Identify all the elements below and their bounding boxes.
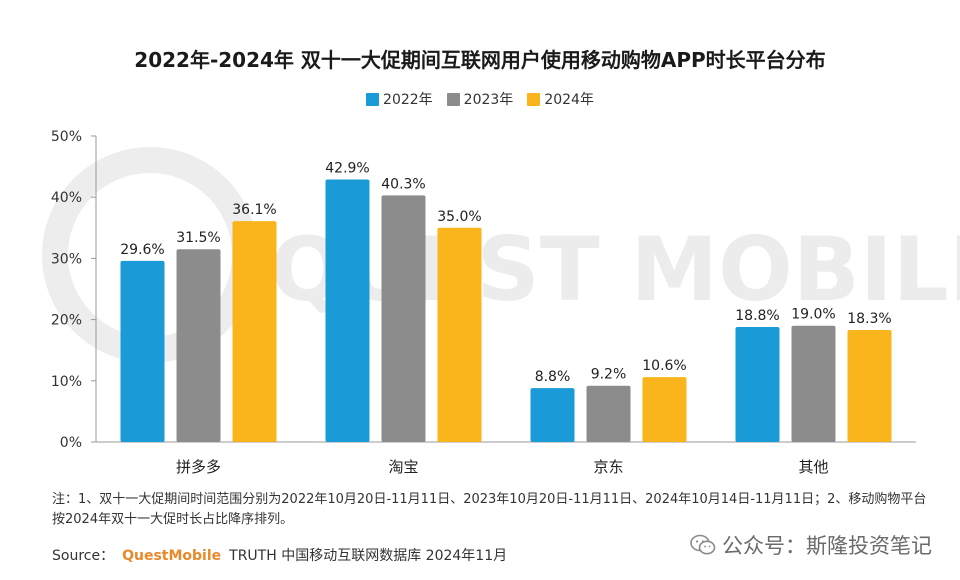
y-tick-label: 30% (51, 251, 82, 267)
bar (586, 385, 631, 442)
bar (381, 195, 426, 442)
x-tick-label: 京东 (593, 458, 623, 476)
source-label: Source： (52, 548, 115, 564)
x-tick-label: 其他 (798, 458, 828, 476)
bar (791, 325, 836, 442)
bar (437, 227, 482, 442)
bar (232, 221, 277, 442)
y-tick-label: 40% (51, 190, 82, 206)
data-label: 18.8% (735, 308, 779, 324)
legend: 2022年 2023年 2024年 (0, 89, 960, 109)
legend-item: 2022年 (366, 89, 433, 109)
wechat-icon (690, 534, 716, 555)
legend-swatch (366, 92, 380, 106)
bar (735, 326, 780, 442)
y-tick-label: 20% (51, 313, 82, 329)
legend-swatch (527, 92, 541, 106)
data-label: 36.1% (232, 202, 276, 218)
data-label: 42.9% (325, 160, 369, 176)
legend-item: 2023年 (446, 89, 514, 109)
data-label: 35.0% (437, 209, 481, 225)
y-tick-label: 10% (51, 374, 82, 390)
bar (642, 377, 687, 442)
wechat-watermark: 公众号：斯隆投资笔记 (690, 530, 932, 560)
legend-label: 2022年 (383, 92, 433, 108)
x-tick-label: 淘宝 (388, 458, 418, 476)
y-tick-label: 50% (51, 129, 82, 145)
legend-item: 2024年 (527, 89, 594, 109)
legend-swatch (446, 92, 460, 106)
source-text: TRUTH 中国移动互联网数据库 2024年11月 (229, 548, 508, 564)
bar (847, 330, 892, 442)
legend-label: 2024年 (544, 92, 594, 108)
data-label: 9.2% (591, 367, 627, 383)
watermark-text: QUEST MOBILE (270, 218, 960, 321)
bar-chart: QUEST MOBILE 0% 10% 20% 30% 40% 50% 29.6% 31.5% 3… (42, 129, 960, 476)
data-label: 8.8% (535, 369, 571, 385)
source-brand: QuestMobile (122, 548, 222, 564)
bar (120, 260, 165, 442)
notes: 注：1、双十一大促期间时间范围分别为2022年10月20日-11月11日、202… (52, 492, 927, 527)
data-label: 31.5% (176, 230, 220, 246)
bar (176, 249, 221, 442)
source-line: Source： QuestMobile TRUTH 中国移动互联网数据库 202… (52, 545, 507, 565)
data-label: 10.6% (642, 358, 686, 374)
x-tick-label: 拼多多 (176, 458, 221, 476)
y-tick-label: 0% (60, 435, 82, 451)
data-label: 18.3% (847, 311, 891, 327)
wechat-watermark-text: 公众号：斯隆投资笔记 (722, 534, 932, 558)
data-label: 40.3% (381, 176, 425, 192)
legend-label: 2023年 (463, 92, 514, 108)
chart-title: 2022年-2024年 双十一大促期间互联网用户使用移动购物APP时长平台分布 (134, 48, 826, 72)
bar (530, 388, 575, 442)
bar (325, 179, 370, 442)
data-label: 29.6% (120, 242, 164, 258)
data-label: 19.0% (791, 307, 835, 323)
